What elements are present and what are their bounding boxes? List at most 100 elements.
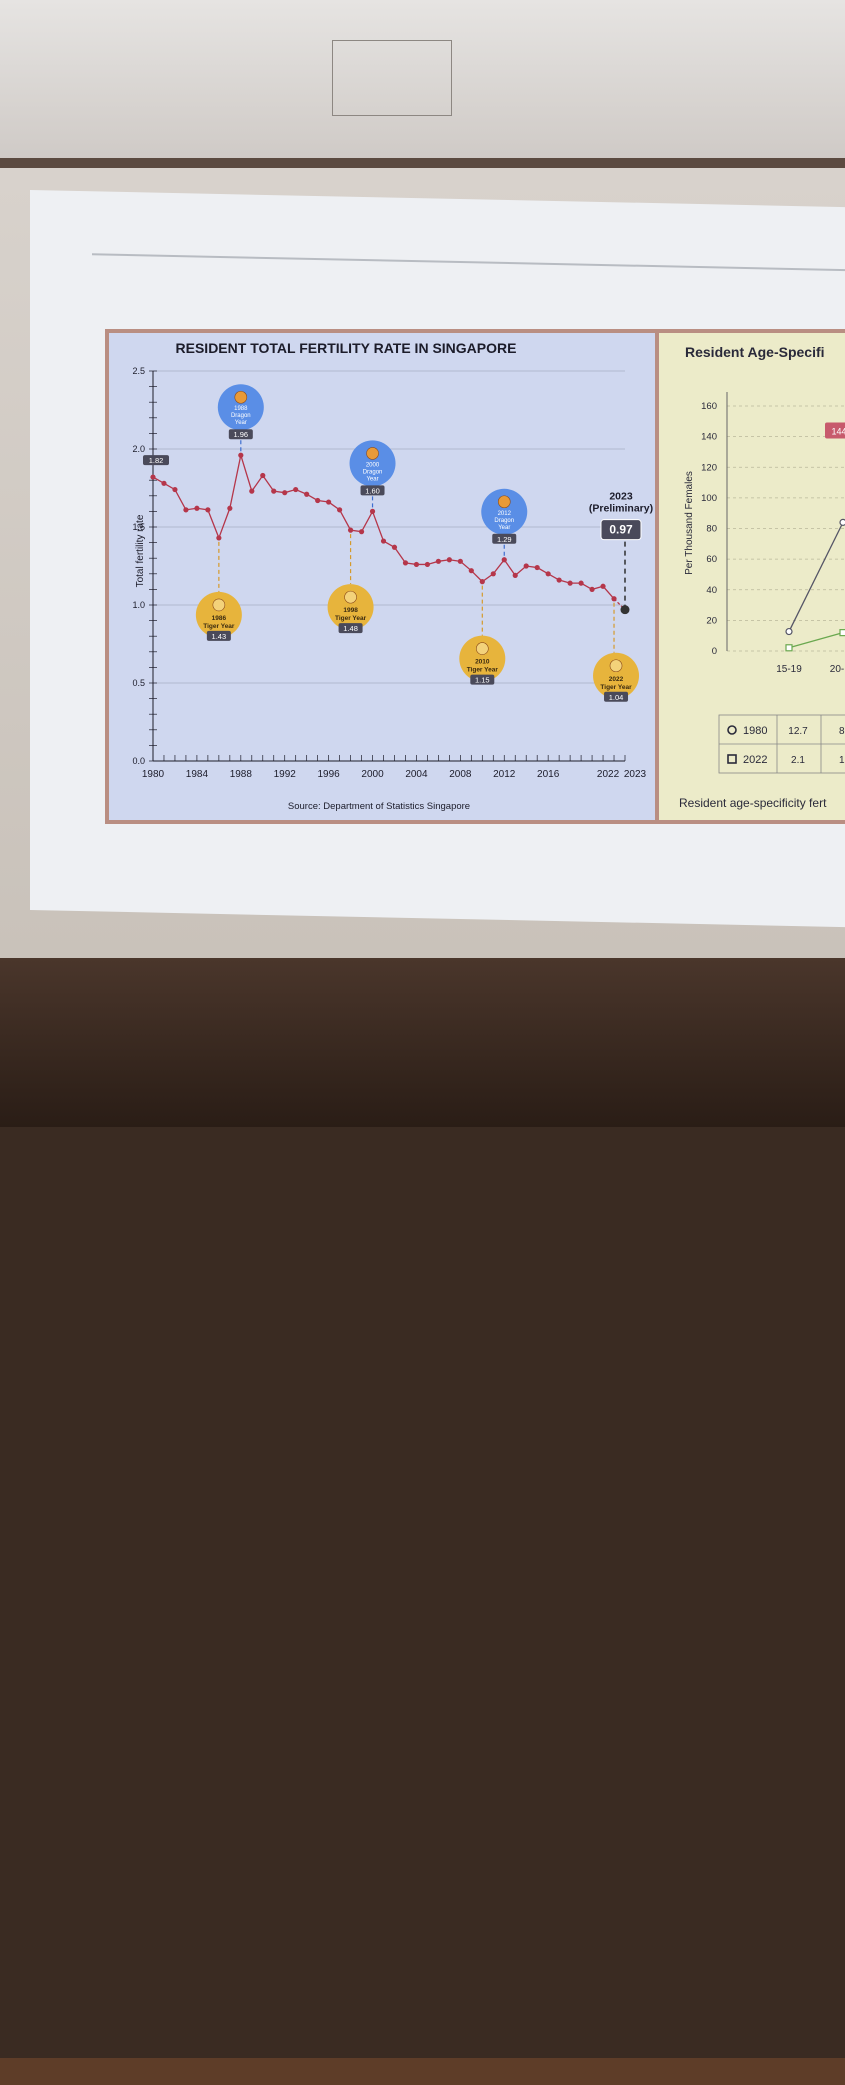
data-point <box>578 580 584 586</box>
data-point <box>337 507 343 513</box>
data-point <box>620 605 630 615</box>
data-point <box>611 596 617 602</box>
annotation-label: 1986 <box>212 615 227 622</box>
data-point <box>358 529 365 535</box>
annotation-label: 2022 <box>609 676 624 683</box>
chart2-table: 1980 12.7 8 2022 2.1 1 <box>718 714 845 774</box>
annotation-label: Dragon <box>363 469 383 475</box>
x-tick-label: 1992 <box>274 769 297 780</box>
tiger-icon <box>593 652 640 699</box>
data-point <box>271 488 277 494</box>
data-point <box>556 577 562 583</box>
annotation-label: (Preliminary) <box>589 503 653 515</box>
chart2-y-axis-label: Per Thousand Females <box>684 471 695 575</box>
table-cell: 12.7 <box>788 726 808 737</box>
data-point <box>227 505 233 511</box>
data-point <box>402 560 409 566</box>
data-point <box>282 490 288 496</box>
x-tick-label: 1988 <box>230 769 253 780</box>
value-badge <box>600 519 642 541</box>
annotation-leaders <box>218 440 626 653</box>
legend-marker <box>727 754 737 764</box>
x-tick-label: 15-19 <box>776 664 802 675</box>
y-tick-label: 160 <box>701 401 717 412</box>
tiger-face-icon <box>476 642 489 655</box>
ceiling <box>0 0 845 160</box>
data-point <box>512 572 518 578</box>
value-label: 1.96 <box>234 430 249 439</box>
data-point <box>260 472 266 479</box>
data-point <box>304 491 310 497</box>
y-tick-label: 0.5 <box>132 678 145 688</box>
x-tick-label: 2012 <box>493 769 516 780</box>
value-badge <box>604 691 629 702</box>
value-label: 1.43 <box>212 632 227 641</box>
y-tick-label: 2.5 <box>132 366 145 376</box>
value-badge <box>470 674 495 685</box>
y-tick-label: 40 <box>706 585 717 596</box>
annotation-label: Tiger Year <box>335 615 367 622</box>
annotation-label: Year <box>235 420 247 426</box>
series-line <box>788 631 844 649</box>
y-tick-label: 0 <box>712 646 717 657</box>
value-label: 1.29 <box>497 535 512 544</box>
data-point <box>523 563 529 569</box>
annotation-label: Tiger Year <box>467 667 499 674</box>
data-point <box>534 564 540 571</box>
wall-band <box>0 158 845 170</box>
annotation-label: 2012 <box>498 511 512 517</box>
data-point <box>457 558 463 564</box>
data-point <box>435 558 441 564</box>
y-tick-label: 0.0 <box>132 756 145 766</box>
tiger-icon <box>327 584 374 631</box>
x-tick-label: 1984 <box>186 769 209 780</box>
y-tick-label: 60 <box>706 554 717 565</box>
axes: 0.0 0.5 1.0 1.5 2.0 2.5 1980 1984 1988 1992 1996 20… <box>132 366 646 780</box>
chart2-series: 144 <box>785 422 845 652</box>
x-tick-label: 1980 <box>142 769 165 780</box>
data-point <box>391 544 398 550</box>
fertility-chart-panel: RESIDENT TOTAL FERTILITY RATE IN SINGAPO… <box>105 329 660 824</box>
y-tick-label: 20 <box>706 615 717 626</box>
slide-rule <box>92 253 845 272</box>
data-point <box>446 557 452 563</box>
data-point <box>567 580 573 586</box>
data-point <box>326 499 332 505</box>
x-tick-label: 2008 <box>449 769 472 780</box>
series-line <box>150 452 630 615</box>
value-badge <box>825 422 845 439</box>
fertility-chart: RESIDENT TOTAL FERTILITY RATE IN SINGAPO… <box>132 340 653 812</box>
data-point <box>424 561 431 568</box>
value-badge <box>492 533 517 544</box>
data-point <box>161 480 167 486</box>
age-specific-chart-panel: Resident Age-Specifi Per Thousand Female… <box>655 329 845 824</box>
chart-source: Source: Department of Statistics Singapo… <box>288 801 470 812</box>
grid <box>153 370 625 762</box>
value-badge <box>143 455 169 466</box>
stage-floor <box>0 958 845 2085</box>
tiger-face-icon <box>609 659 623 673</box>
annotation-label: Year <box>498 525 510 531</box>
table-cell: 1 <box>839 755 845 766</box>
value-label: 1.82 <box>149 456 164 465</box>
dragon-head-icon <box>234 390 248 404</box>
data-point <box>315 497 321 504</box>
legend-marker <box>727 725 737 735</box>
data-point <box>839 518 845 526</box>
data-point <box>194 505 200 511</box>
x-tick-label: 2004 <box>405 769 428 780</box>
annotations: 1.82 1986 Tiger Year 1.43 1988 Dragon Year 1.96… <box>143 384 653 702</box>
y-tick-label: 120 <box>701 462 717 473</box>
annotation-label: 2010 <box>475 659 490 666</box>
y-tick-label: 1.0 <box>132 600 145 610</box>
data-point <box>545 571 551 577</box>
legend-label: 1980 <box>743 725 767 737</box>
value-label: 1.60 <box>365 486 380 495</box>
tiger-face-icon <box>344 590 357 604</box>
y-tick-label: 140 <box>701 432 717 443</box>
chart-title: RESIDENT TOTAL FERTILITY RATE IN SINGAPO… <box>176 340 517 356</box>
value-label: 1.04 <box>609 693 624 702</box>
chart2-caption: Resident age-specificity fert <box>679 796 827 810</box>
data-point <box>479 579 485 585</box>
annotation-label: 1988 <box>234 406 248 412</box>
